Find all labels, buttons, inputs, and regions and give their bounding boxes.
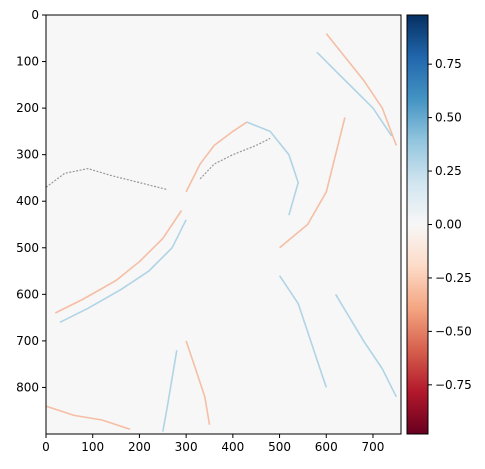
x-tick-label: 500 — [268, 440, 291, 454]
y-axis: 0 100 200 300 400 500 600 700 800 — [16, 8, 46, 394]
heatmap-feature-13 — [278, 275, 328, 388]
y-tick-label: 400 — [16, 194, 39, 208]
heatmap-feature-10 — [185, 340, 211, 425]
colorbar-tick-label: 0.00 — [435, 218, 462, 232]
heatmap-feature-12 — [46, 405, 131, 431]
plot-frame — [45, 14, 402, 435]
heatmap-feature-2 — [59, 219, 187, 324]
y-tick-label: 100 — [16, 55, 39, 69]
heatmap-feature-7 — [325, 33, 398, 146]
colorbar-tick-label: 0.25 — [435, 164, 462, 178]
colorbar — [406, 14, 429, 435]
y-tick-label: 600 — [16, 287, 39, 301]
y-tick-label: 500 — [16, 241, 39, 255]
heatmap-feature-1 — [54, 210, 183, 314]
x-tick-label: 600 — [315, 440, 338, 454]
y-tick-label: 700 — [16, 334, 39, 348]
heatmap-features — [46, 33, 398, 432]
x-axis: 0 100 200 300 400 500 600 700 — [42, 434, 384, 454]
y-tick-label: 200 — [16, 101, 39, 115]
colorbar-tick-label: 0.50 — [435, 111, 462, 125]
colorbar-tick-label: −0.25 — [435, 271, 472, 285]
heatmap-feature-4 — [246, 121, 300, 216]
heatmap-background — [46, 15, 401, 434]
x-tick-label: 300 — [175, 440, 198, 454]
y-tick-label: 300 — [16, 148, 39, 162]
y-tick-label: 0 — [31, 8, 39, 22]
colorbar-tick-label: −0.50 — [435, 324, 472, 338]
y-tick-label: 800 — [16, 380, 39, 394]
x-tick-label: 700 — [362, 440, 385, 454]
heatmap-feature-8 — [46, 167, 168, 191]
heatmap-feature-9 — [334, 293, 398, 398]
colorbar-tick-label: 0.75 — [435, 57, 462, 71]
x-tick-label: 0 — [42, 440, 50, 454]
heatmap-feature-0 — [199, 137, 271, 180]
heatmap-feature-6 — [316, 51, 393, 137]
x-tick-label: 400 — [221, 440, 244, 454]
heatmap-feature-11 — [162, 350, 178, 432]
x-tick-label: 100 — [81, 440, 104, 454]
x-tick-label: 200 — [128, 440, 151, 454]
heatmap-feature-3 — [185, 121, 248, 193]
heatmap-feature-5 — [279, 117, 346, 249]
colorbar-tick-label: −0.75 — [435, 378, 472, 392]
colorbar-axis: 0.75 0.50 0.25 0.00 −0.25 −0.50 −0.75 — [428, 57, 472, 392]
